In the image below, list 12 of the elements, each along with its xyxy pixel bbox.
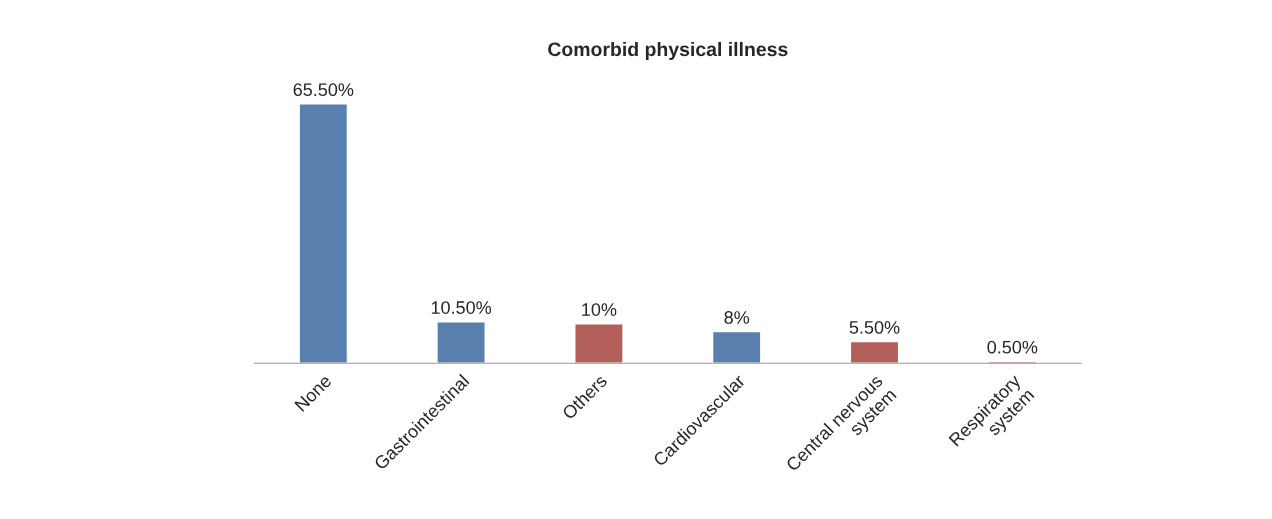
bar <box>574 322 624 364</box>
data-label: 10% <box>582 303 617 316</box>
bar <box>849 340 900 364</box>
chart-title: Comorbid physical illness <box>548 41 788 61</box>
bar <box>436 321 486 364</box>
data-label: 65.50% <box>293 83 354 97</box>
data-label: 5.50% <box>849 320 900 334</box>
data-label: 8% <box>724 311 750 324</box>
data-label: 10.50% <box>431 301 492 314</box>
bar <box>298 103 349 364</box>
bar <box>711 330 762 364</box>
data-label: 0.50% <box>987 340 1038 354</box>
